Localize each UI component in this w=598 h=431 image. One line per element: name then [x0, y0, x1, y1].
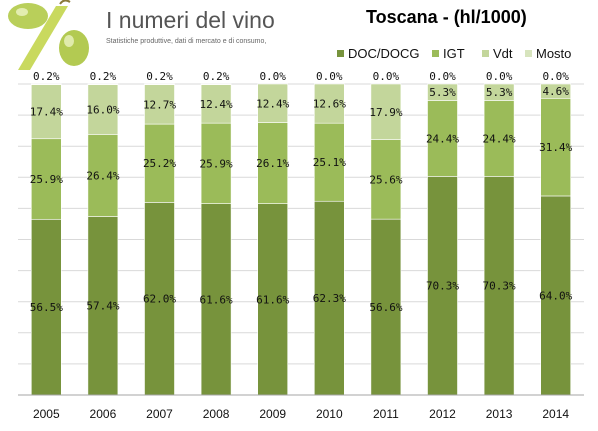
x-tick-label: 2012 — [429, 407, 456, 421]
data-label: 24.4% — [426, 132, 459, 145]
data-label: 24.4% — [483, 132, 516, 145]
bar-segment — [257, 122, 289, 204]
legend: DOC/DOCG IGT Vdt Mosto — [337, 46, 571, 61]
bar-segment — [540, 195, 572, 396]
data-label: 0.0% — [259, 70, 286, 83]
data-label: 17.9% — [369, 106, 402, 119]
x-tick-label: 2008 — [203, 407, 230, 421]
legend-label: IGT — [443, 46, 465, 61]
bar-segment — [144, 202, 175, 396]
bar-segment — [30, 138, 62, 220]
data-label: 61.6% — [200, 293, 233, 306]
bar-segment — [200, 203, 232, 396]
bar-segment — [483, 83, 515, 101]
logo: I numeri del vino Statistiche produttive… — [0, 0, 275, 80]
x-tick-label: 2007 — [146, 407, 173, 421]
data-label: 25.2% — [143, 157, 176, 170]
data-label: 25.9% — [200, 157, 233, 170]
data-label: 0.2% — [33, 70, 60, 83]
data-label: 57.4% — [86, 300, 119, 313]
data-label: 0.0% — [316, 70, 343, 83]
legend-label: Mosto — [536, 46, 571, 61]
data-label: 62.3% — [313, 292, 346, 305]
bar-segment — [257, 83, 289, 123]
bar-segment — [370, 83, 402, 140]
data-label: 12.4% — [256, 97, 289, 110]
bar-segment — [483, 100, 515, 177]
data-label: 61.6% — [256, 293, 289, 306]
data-label: 5.3% — [486, 86, 513, 99]
data-label: 16.0% — [86, 104, 119, 117]
x-axis: 2005 2006 2007 2008 2009 2010 2011 2012 2013 2014 — [18, 394, 584, 421]
bar-segment — [87, 216, 119, 396]
data-label: 64.0% — [539, 289, 572, 302]
bar-segment — [540, 98, 572, 197]
logo-subtitle: Statistiche produttive, dati di mercato … — [106, 38, 267, 45]
bar-segment — [87, 83, 119, 85]
legend-label: Vdt — [493, 46, 513, 61]
data-label: 12.6% — [313, 98, 346, 111]
bar-segment — [257, 203, 289, 396]
grape-percent-logo-icon — [0, 0, 100, 80]
bar-segment — [144, 84, 175, 125]
bar-segment — [370, 139, 402, 220]
bar-segment — [144, 83, 175, 85]
x-tick-label: 2010 — [316, 407, 343, 421]
data-label: 4.6% — [542, 85, 569, 98]
data-label: 12.4% — [200, 98, 233, 111]
data-label: 31.4% — [539, 141, 572, 154]
x-tick-label: 2014 — [542, 407, 569, 421]
bar-segment — [370, 218, 402, 396]
legend-swatch — [337, 50, 344, 57]
x-tick-label: 2005 — [33, 407, 60, 421]
legend-swatch — [432, 50, 439, 57]
data-label: 0.2% — [203, 70, 230, 83]
data-label: 0.0% — [429, 70, 456, 83]
data-label: 26.4% — [86, 169, 119, 182]
data-label: 5.3% — [429, 86, 456, 99]
data-label: 25.6% — [369, 173, 402, 186]
legend-swatch — [525, 50, 532, 57]
data-label: 25.9% — [30, 173, 63, 186]
bar-segment — [427, 100, 458, 177]
x-tick-label: 2013 — [486, 407, 513, 421]
data-label: 56.5% — [30, 301, 63, 314]
legend-swatch — [482, 50, 489, 57]
data-label: 56.6% — [369, 301, 402, 314]
bar-segment — [30, 218, 62, 396]
bars — [30, 83, 572, 396]
data-label: 0.2% — [146, 70, 173, 83]
data-label: 70.3% — [426, 280, 459, 293]
data-label: 62.0% — [143, 293, 176, 306]
bar-segment — [30, 83, 62, 85]
bar-segment — [540, 83, 572, 99]
x-tick-label: 2011 — [373, 407, 399, 421]
bar-segment — [87, 84, 119, 135]
logo-title: I numeri del vino — [106, 7, 275, 33]
data-labels: 56.5% 25.9% 17.4% 0.2% 57.4% 26.4% 16.0% 0.2% 62… — [30, 70, 573, 314]
bar-segment — [427, 83, 458, 101]
bar-segment — [200, 122, 232, 204]
data-label: 0.0% — [542, 70, 569, 83]
bar-segment — [144, 123, 175, 203]
data-label: 70.3% — [483, 280, 516, 293]
bar-segment — [200, 83, 232, 85]
data-label: 25.1% — [313, 156, 346, 169]
bar-segment — [30, 84, 62, 140]
data-label: 0.0% — [486, 70, 513, 83]
bar-segment — [313, 122, 345, 202]
data-label: 17.4% — [30, 106, 63, 119]
legend-label: DOC/DOCG — [348, 46, 420, 61]
x-tick-label: 2009 — [259, 407, 286, 421]
x-tick-label: 2006 — [90, 407, 117, 421]
data-label: 26.1% — [256, 157, 289, 170]
data-label: 12.7% — [143, 98, 176, 111]
chart-title: Toscana - (hl/1000) — [366, 7, 527, 27]
data-label: 0.0% — [373, 70, 400, 83]
bar-segment — [313, 83, 345, 124]
data-label: 0.2% — [90, 70, 117, 83]
